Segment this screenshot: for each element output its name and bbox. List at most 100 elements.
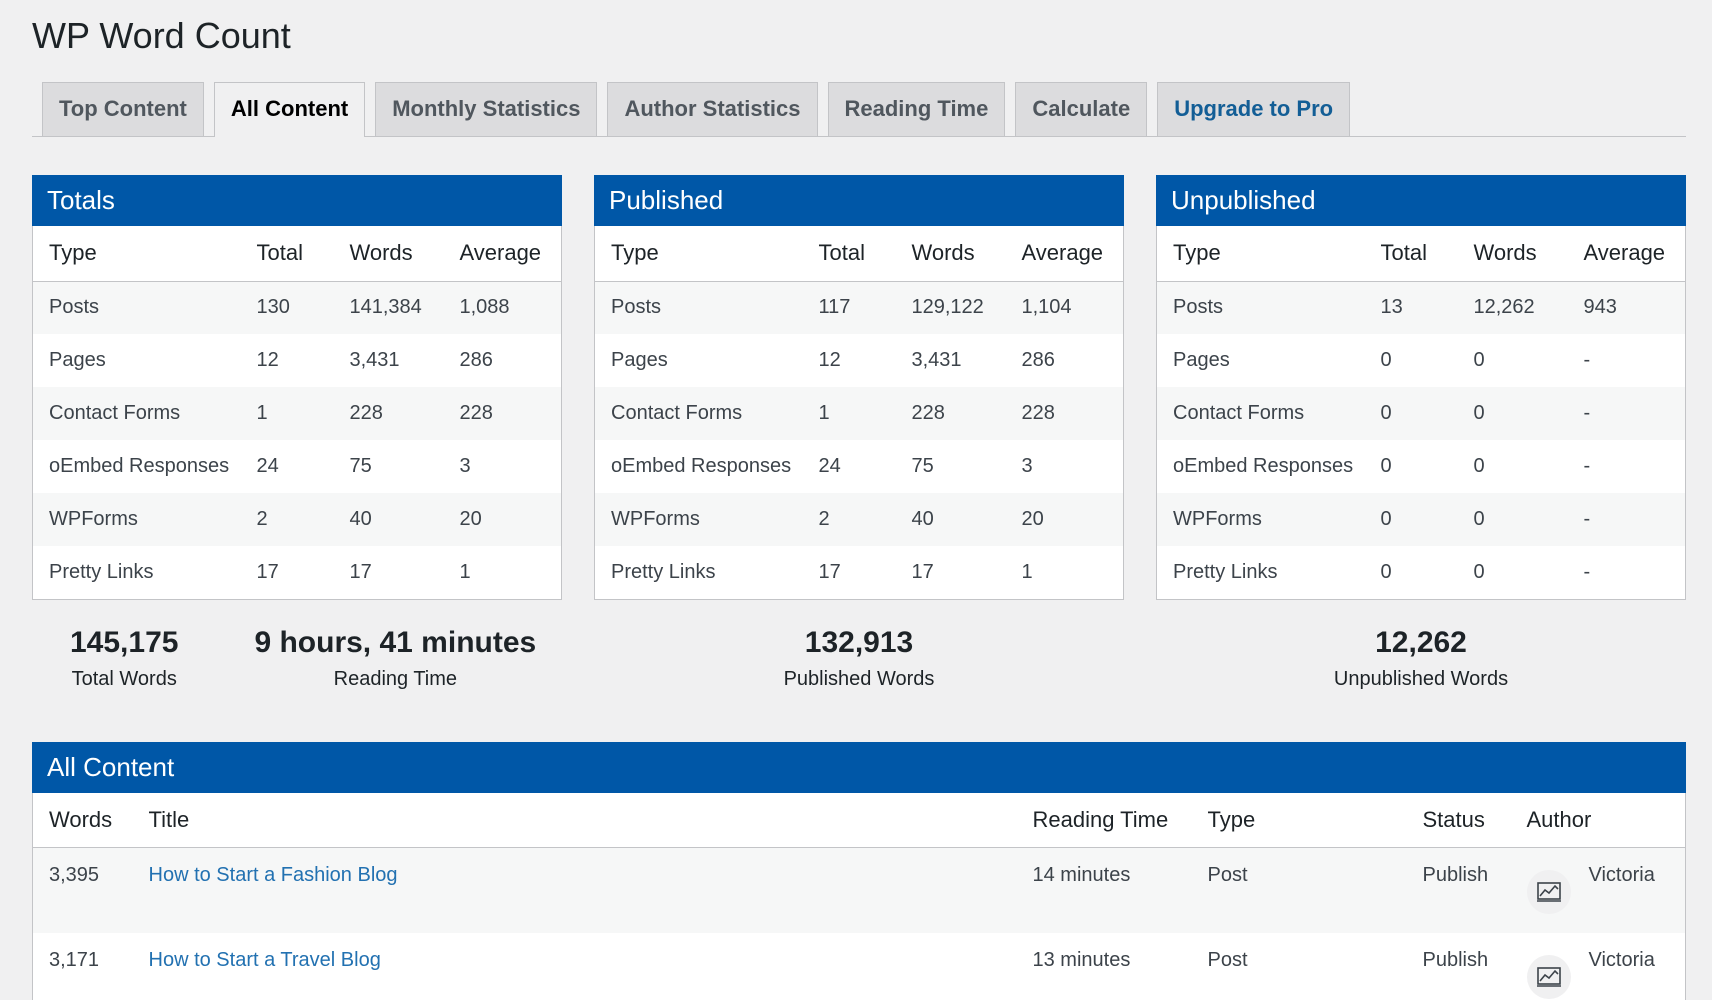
cell-average: 1,104 [1005, 281, 1124, 334]
cell-status: Publish [1406, 847, 1511, 933]
cell-reading-time: 14 minutes [1016, 847, 1192, 933]
cell-words: 0 [1473, 455, 1485, 477]
table-row: Pages 12 3,431 286 [595, 334, 1124, 387]
tab-all-content[interactable]: All Content [213, 82, 366, 137]
cell-average: 1 [459, 560, 471, 583]
table-row: Posts 117 129,122 1,104 [594, 281, 1124, 334]
cell-words: 75 [911, 455, 934, 477]
cell-average: 3 [1021, 455, 1033, 477]
tab-monthly-statistics[interactable]: Monthly Statistics [375, 82, 598, 136]
cell-author: Victoria [1511, 933, 1686, 1000]
unpublished-words-label: Unpublished Words [1333, 667, 1509, 690]
chart-avatar-icon [1526, 954, 1571, 999]
cell-total: 2 [240, 493, 334, 546]
column-header: Average [1567, 226, 1686, 282]
cell-total: 0 [1380, 455, 1392, 477]
table-row: oEmbed Responses 0 0 - [1157, 440, 1686, 493]
cell-words: 0 [1457, 387, 1568, 440]
all-content-table: Words Title Reading Time Type Status Aut… [32, 792, 1686, 1000]
cell-type: Posts [32, 281, 241, 334]
column-header: Type [594, 226, 803, 282]
column-header: Total [240, 226, 334, 282]
cell-words: 3,171 [49, 948, 100, 971]
cell-title: How to Start a Travel Blog [133, 933, 1017, 1000]
stats-table: Type Total Words Average Posts 13 12,262 94… [1156, 226, 1686, 600]
table-row: Pretty Links 17 17 1 [595, 546, 1124, 599]
panel-title: Published [594, 175, 1124, 226]
table-row: 3,171 How to Start a Travel Blog 13 minu… [33, 933, 1686, 1000]
cell-words: 17 [911, 560, 934, 583]
cell-type: oEmbed Responses [1173, 455, 1354, 477]
cell-total: 1 [802, 387, 896, 440]
panel-title: Totals [32, 175, 562, 226]
cell-words: 3,431 [911, 349, 962, 371]
column-header: Type [32, 226, 241, 282]
tab-upgrade-to-pro[interactable]: Upgrade to Pro [1157, 82, 1351, 136]
cell-type: Pages [49, 349, 106, 371]
cell-words: 3,431 [349, 349, 400, 371]
table-row: WPForms 2 40 20 [594, 493, 1124, 546]
reading-time-label: Reading Time [333, 667, 458, 690]
table-row: 3,395 How to Start a Fashion Blog 14 min… [32, 847, 1686, 933]
cell-words: 17 [349, 560, 372, 583]
stats-panels: Totals Type Total Words Average Posts 130… [32, 175, 1686, 600]
published-summary: 132,913 Published Words [594, 622, 1124, 742]
published-words-label: Published Words [783, 667, 935, 690]
cell-type: Pages [611, 349, 668, 371]
cell-average: 228 [443, 387, 562, 440]
stats-table: Type Total Words Average Posts 117 129,122… [594, 226, 1124, 600]
cell-average: - [1583, 560, 1591, 583]
reading-time-value: 9 hours, 41 minutes [254, 625, 537, 659]
panel-title: Unpublished [1156, 175, 1686, 226]
tab-bar: Top Content All Content Monthly Statisti… [32, 82, 1686, 137]
all-content-title: All Content [32, 741, 1686, 793]
cell-words: 228 [333, 387, 444, 440]
cell-words: 12,262 [1457, 281, 1568, 334]
cell-total: 0 [1364, 493, 1458, 546]
tab-calculate[interactable]: Calculate [1015, 82, 1148, 136]
cell-average: 3 [459, 455, 471, 477]
table-row: Posts 130 141,384 1,088 [32, 281, 562, 334]
table-row: Contact Forms 0 0- [1156, 387, 1686, 440]
cell-average: 20 [1005, 493, 1124, 546]
cell-total: 130 [240, 281, 334, 334]
cell-average: 286 [459, 349, 493, 371]
tab-top-content[interactable]: Top Content [42, 82, 204, 136]
cell-type: oEmbed Responses [49, 455, 230, 477]
unpublished-panel: Unpublished Type Total Words Average Pos… [1156, 175, 1686, 600]
table-row: Pretty Links 17 17 1 [33, 546, 562, 599]
table-row: oEmbed Responses 24 75 3 [595, 440, 1124, 493]
cell-type: Pretty Links [611, 560, 716, 583]
cell-author: Victoria [1510, 847, 1686, 933]
table-row: oEmbed Responses 24 75 3 [33, 440, 562, 493]
cell-average: 228 [1005, 387, 1124, 440]
cell-words: 3,395 [32, 847, 133, 933]
table-row: Pretty Links 0 0 - [1157, 546, 1686, 599]
author-name: Victoria [1588, 864, 1655, 886]
cell-type: Contact Forms [594, 387, 803, 440]
cell-total: 17 [818, 560, 841, 583]
author-name: Victoria [1588, 948, 1655, 971]
unpublished-words-stat: 12,262 Unpublished Words [1334, 622, 1508, 742]
column-header: Average [1005, 226, 1124, 282]
tab-author-statistics[interactable]: Author Statistics [607, 82, 818, 136]
table-row: Posts 13 12,262 943 [1156, 281, 1686, 334]
post-title-link[interactable]: How to Start a Travel Blog [148, 948, 381, 971]
chart-avatar-icon [1526, 870, 1571, 914]
cell-reading-time: 13 minutes [1032, 948, 1131, 971]
cell-words: 40 [333, 493, 444, 546]
cell-words: 129,122 [895, 281, 1006, 334]
post-title-link[interactable]: How to Start a Fashion Blog [148, 864, 398, 886]
totals-panel: Totals Type Total Words Average Posts 130… [32, 175, 562, 600]
cell-status: Publish [1422, 948, 1489, 971]
cell-type: Pretty Links [49, 560, 154, 583]
cell-type: WPForms [32, 493, 241, 546]
column-header-reading-time: Reading Time [1016, 792, 1192, 848]
cell-words: 40 [895, 493, 1006, 546]
tab-reading-time[interactable]: Reading Time [827, 82, 1006, 136]
cell-words: 75 [349, 455, 372, 477]
cell-total: 13 [1364, 281, 1458, 334]
cell-average: 20 [443, 493, 562, 546]
column-header-type: Type [1191, 792, 1407, 848]
table-row: Pages 0 0 - [1157, 334, 1686, 387]
